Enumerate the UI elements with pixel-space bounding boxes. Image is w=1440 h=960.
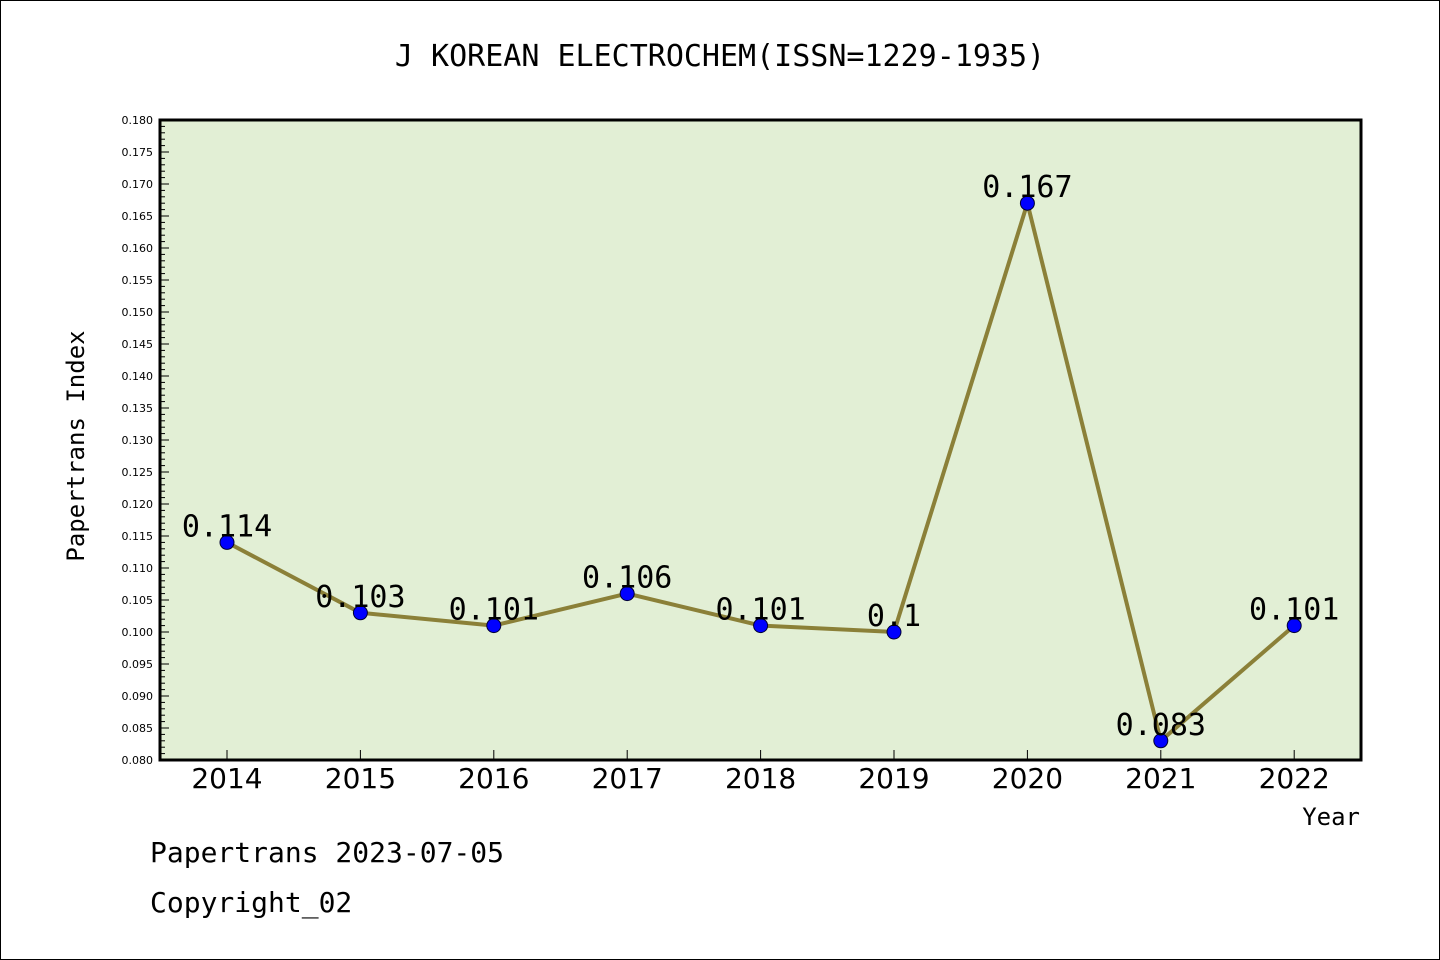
data-point — [352, 605, 368, 621]
data-point — [486, 618, 502, 634]
data-point — [1153, 733, 1169, 749]
x-tick-label: 2022 — [1259, 762, 1330, 795]
data-point — [1286, 618, 1302, 634]
y-tick-label: 0.160 — [122, 242, 154, 255]
y-tick-label: 0.085 — [122, 722, 154, 735]
y-tick-label: 0.100 — [122, 626, 154, 639]
x-axis: 2014 2015 2016 2017 2018 2019 2020 2021 2022 — [191, 750, 1330, 795]
data-label: 0.101 — [1249, 593, 1339, 628]
y-tick-label: 0.155 — [122, 274, 154, 287]
x-tick-label: 2021 — [1125, 762, 1196, 795]
chart-title: J KOREAN ELECTROCHEM(ISSN=1229-1935) — [395, 39, 1045, 74]
y-tick-label: 0.140 — [122, 370, 154, 383]
data-point — [1019, 195, 1035, 211]
y-tick-label: 0.175 — [122, 146, 154, 159]
data-point — [753, 618, 769, 634]
data-label: 0.083 — [1116, 708, 1206, 743]
x-tick-label: 2018 — [725, 762, 796, 795]
x-tick-label: 2017 — [592, 762, 663, 795]
x-tick-label: 2015 — [325, 762, 396, 795]
y-tick-label: 0.095 — [122, 658, 154, 671]
plot-area — [160, 120, 1361, 760]
data-label: 0.106 — [582, 561, 672, 596]
x-tick-label: 2016 — [458, 762, 529, 795]
x-tick-label: 2020 — [992, 762, 1063, 795]
y-tick-label: 0.130 — [122, 434, 154, 447]
y-tick-label: 0.170 — [122, 178, 154, 191]
y-axis-label: Papertrans Index — [62, 330, 90, 561]
y-tick-label: 0.090 — [122, 690, 154, 703]
data-label: 0.114 — [182, 509, 272, 544]
plot-border — [158, 118, 1363, 762]
data-point — [219, 534, 235, 550]
data-point — [619, 586, 635, 602]
y-tick-label: 0.125 — [122, 466, 154, 479]
x-tick-label: 2014 — [191, 762, 262, 795]
footer-copyright: Copyright_02 — [150, 886, 353, 919]
y-tick-label: 0.165 — [122, 210, 154, 223]
data-label: 0.167 — [982, 170, 1072, 205]
y-tick-label: 0.120 — [122, 498, 154, 511]
y-tick-label: 0.110 — [122, 562, 154, 575]
data-label: 0.103 — [315, 580, 405, 615]
y-tick-label: 0.080 — [122, 754, 154, 767]
data-label: 0.101 — [715, 593, 805, 628]
y-tick-label: 0.115 — [122, 530, 154, 543]
series-layer — [219, 195, 1302, 749]
data-labels: 0.114 0.103 0.101 0.106 0.101 0.1 0.167 0.083 0.… — [182, 170, 1340, 743]
data-point — [886, 624, 902, 640]
data-label: 0.1 — [867, 599, 921, 634]
y-tick-label: 0.150 — [122, 306, 154, 319]
data-label: 0.101 — [449, 593, 539, 628]
y-tick-label: 0.180 — [122, 114, 154, 127]
y-tick-label: 0.135 — [122, 402, 154, 415]
y-axis: 0.080 0.085 0.090 0.095 0.100 0.105 0.110 0.115… — [122, 114, 169, 767]
x-axis-label: Year — [1302, 803, 1360, 831]
x-tick-label: 2019 — [858, 762, 929, 795]
footer-date: Papertrans 2023-07-05 — [150, 836, 505, 869]
y-tick-label: 0.105 — [122, 594, 154, 607]
y-tick-label: 0.145 — [122, 338, 154, 351]
